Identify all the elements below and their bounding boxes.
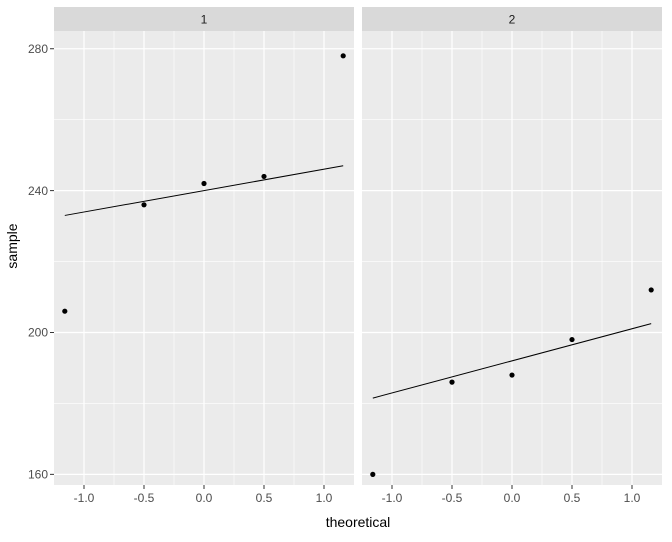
axes-layer: -1.0 -0.5 0.0 0.5 1.0 -1.0 -0.5 0.0 0.5 1.0 160 200… (28, 42, 641, 505)
y-tick-label: 200 (28, 326, 48, 340)
facet-strip-label: 2 (509, 13, 516, 27)
data-point (569, 336, 575, 343)
x-axis-2: -1.0 -0.5 0.0 0.5 1.0 (382, 485, 641, 505)
data-point (201, 180, 207, 187)
facet-strip (362, 7, 662, 31)
x-tick-label: -1.0 (382, 491, 403, 505)
x-tick-label: 0.0 (196, 491, 213, 505)
y-tick-label: 160 (28, 468, 48, 482)
qq-reference-line (64, 165, 344, 216)
data-point (261, 173, 267, 180)
x-tick-label: -1.0 (74, 491, 95, 505)
facet-panel-2: 2 (362, 7, 662, 485)
data-point (648, 287, 654, 293)
x-tick-label: 0.5 (256, 491, 273, 505)
x-tick-label: -0.5 (442, 491, 463, 505)
x-tick-label: 1.0 (316, 491, 333, 505)
x-axis-title: theoretical (326, 514, 391, 530)
data-point (62, 308, 68, 314)
y-axis: 160 200 240 280 (28, 42, 54, 482)
data-point (141, 202, 147, 208)
gridlines (54, 31, 354, 485)
qq-reference-line (372, 323, 652, 399)
x-tick-label: -0.5 (134, 491, 155, 505)
facet-strip (54, 7, 354, 31)
data-point (370, 471, 376, 477)
x-axis-1: -1.0 -0.5 0.0 0.5 1.0 (74, 485, 333, 505)
data-point (509, 372, 515, 378)
facet-strip-label: 1 (201, 13, 208, 27)
gridlines (362, 31, 662, 485)
x-tick-label: 0.0 (504, 491, 521, 505)
y-tick-label: 240 (28, 184, 48, 198)
data-point (449, 379, 455, 385)
data-point (340, 53, 346, 59)
facet-panel-1: 1 (54, 7, 354, 485)
y-axis-title: sample (4, 223, 20, 268)
y-tick-label: 280 (28, 42, 48, 56)
x-tick-label: 1.0 (624, 491, 641, 505)
x-tick-label: 0.5 (564, 491, 581, 505)
